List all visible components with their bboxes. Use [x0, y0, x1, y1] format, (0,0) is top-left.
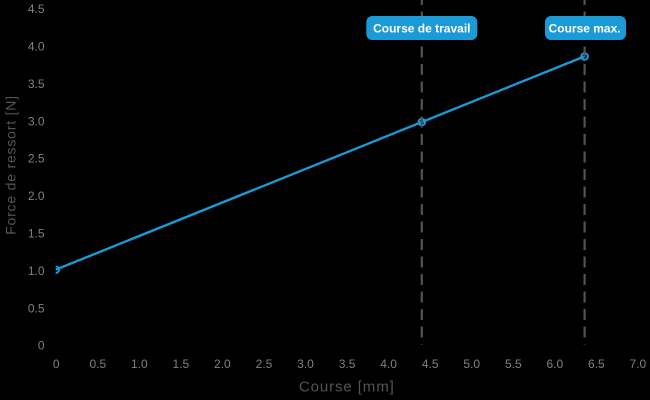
svg-text:6.0: 6.0 [546, 357, 563, 371]
svg-text:4.5: 4.5 [422, 357, 439, 371]
svg-text:7.0: 7.0 [630, 357, 647, 371]
svg-text:5.5: 5.5 [505, 357, 522, 371]
svg-text:2.0: 2.0 [214, 357, 231, 371]
svg-text:1.5: 1.5 [173, 357, 190, 371]
svg-text:0: 0 [38, 339, 45, 353]
svg-text:4.0: 4.0 [28, 40, 45, 54]
svg-text:4.5: 4.5 [28, 2, 45, 16]
svg-text:1.0: 1.0 [131, 357, 148, 371]
svg-text:4.0: 4.0 [380, 357, 397, 371]
svg-text:2.0: 2.0 [28, 189, 45, 203]
svg-text:0.5: 0.5 [28, 301, 45, 315]
svg-text:Course max.: Course max. [549, 21, 621, 35]
svg-text:0.5: 0.5 [89, 357, 106, 371]
svg-text:Course de travail: Course de travail [373, 21, 470, 35]
svg-text:Course [mm]: Course [mm] [299, 378, 395, 395]
svg-text:Force de ressort [N]: Force de ressort [N] [3, 95, 19, 235]
svg-text:2.5: 2.5 [256, 357, 273, 371]
svg-text:2.5: 2.5 [28, 152, 45, 166]
svg-text:0: 0 [53, 357, 60, 371]
svg-text:3.5: 3.5 [28, 77, 45, 91]
svg-text:1.5: 1.5 [28, 227, 45, 241]
svg-text:6.5: 6.5 [588, 357, 605, 371]
svg-text:3.0: 3.0 [297, 357, 314, 371]
svg-text:3.5: 3.5 [339, 357, 356, 371]
svg-text:1.0: 1.0 [28, 264, 45, 278]
svg-text:3.0: 3.0 [28, 114, 45, 128]
svg-text:5.0: 5.0 [463, 357, 480, 371]
